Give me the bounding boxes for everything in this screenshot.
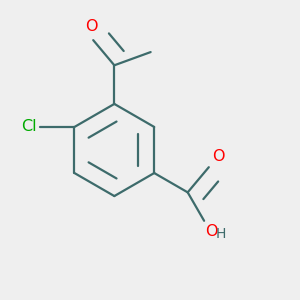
Text: O: O	[85, 19, 98, 34]
Text: O: O	[212, 149, 224, 164]
Text: Cl: Cl	[21, 119, 37, 134]
Text: O: O	[206, 224, 218, 239]
Text: H: H	[215, 227, 226, 241]
